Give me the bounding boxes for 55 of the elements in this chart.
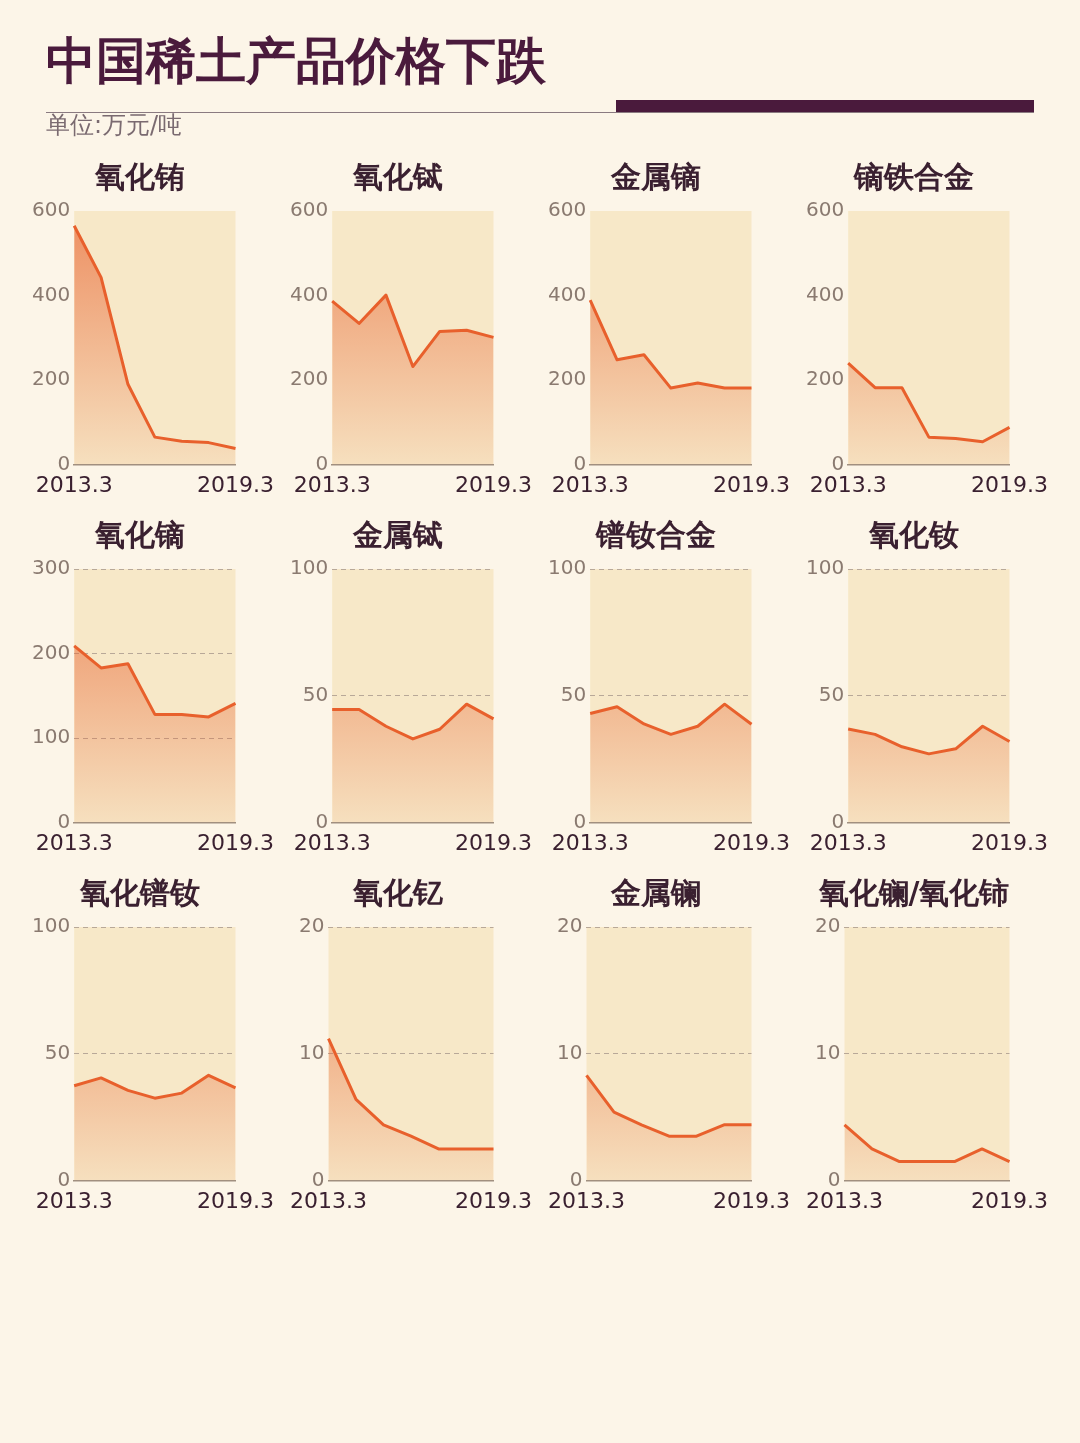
chart-title: 金属铽 xyxy=(352,516,443,552)
y-tick-label: 10 xyxy=(299,1040,325,1064)
x-tick-label: 2019.3 xyxy=(455,829,532,855)
chart-title: 氧化镝 xyxy=(94,516,185,552)
y-tick-label: 100 xyxy=(31,724,71,749)
x-tick-label: 2019.3 xyxy=(197,829,274,855)
y-tick-label: 200 xyxy=(31,366,71,391)
chart-title: 金属镝 xyxy=(610,158,701,194)
y-tick-label: 200 xyxy=(31,639,71,664)
x-tick-label: 2019.3 xyxy=(455,1187,532,1213)
y-tick-label: 10 xyxy=(557,1040,583,1064)
chart-title: 镨钕合金 xyxy=(595,516,716,552)
text: 单位:万元/吨 xyxy=(46,110,184,141)
y-tick-label: 400 xyxy=(31,281,71,306)
chart-title: 金属镧 xyxy=(610,874,701,910)
chart-title: 氧化镧/氧化铈 xyxy=(817,874,1010,910)
x-tick-label: 2019.3 xyxy=(971,829,1048,855)
y-tick-label: 400 xyxy=(289,281,329,306)
chart-title: 氧化钕 xyxy=(868,516,959,552)
y-tick-label: 50 xyxy=(302,682,329,706)
y-tick-label: 400 xyxy=(805,281,845,306)
y-tick-label: 300 xyxy=(31,555,71,580)
y-tick-label: 20 xyxy=(815,913,841,938)
y-tick-label: 50 xyxy=(44,1040,71,1064)
y-tick-label: 100 xyxy=(289,555,329,580)
y-tick-label: 600 xyxy=(31,197,71,222)
y-tick-label: 100 xyxy=(547,555,587,580)
chart-title: 氧化铽 xyxy=(352,158,443,194)
y-tick-label: 100 xyxy=(31,913,71,938)
x-tick-label: 2019.3 xyxy=(197,1187,274,1213)
chart-title: 氧化镨钕 xyxy=(79,874,200,910)
y-tick-label: 600 xyxy=(289,197,329,222)
y-tick-label: 50 xyxy=(818,682,845,706)
y-tick-label: 400 xyxy=(547,281,587,306)
y-tick-label: 20 xyxy=(557,913,583,938)
x-tick-label: 2019.3 xyxy=(713,1187,790,1213)
x-tick-label: 2019.3 xyxy=(971,471,1048,497)
y-tick-label: 20 xyxy=(299,913,325,938)
chart-title: 氧化钇 xyxy=(352,874,443,910)
x-tick-label: 2019.3 xyxy=(455,471,532,497)
y-tick-label: 200 xyxy=(289,366,329,391)
text: 中国稀土产品价格下跌 xyxy=(46,31,547,92)
x-tick-label: 2019.3 xyxy=(713,829,790,855)
y-tick-label: 200 xyxy=(547,366,587,391)
y-tick-label: 200 xyxy=(805,366,845,391)
chart-title: 镝铁合金 xyxy=(853,158,974,194)
y-tick-label: 600 xyxy=(805,197,845,222)
x-tick-label: 2019.3 xyxy=(197,471,274,497)
x-tick-label: 2019.3 xyxy=(971,1187,1048,1213)
chart-title: 氧化铕 xyxy=(94,158,185,194)
y-tick-label: 100 xyxy=(805,555,845,580)
y-tick-label: 600 xyxy=(547,197,587,222)
y-tick-label: 50 xyxy=(560,682,587,706)
x-tick-label: 2019.3 xyxy=(713,471,790,497)
y-tick-label: 10 xyxy=(815,1040,841,1064)
